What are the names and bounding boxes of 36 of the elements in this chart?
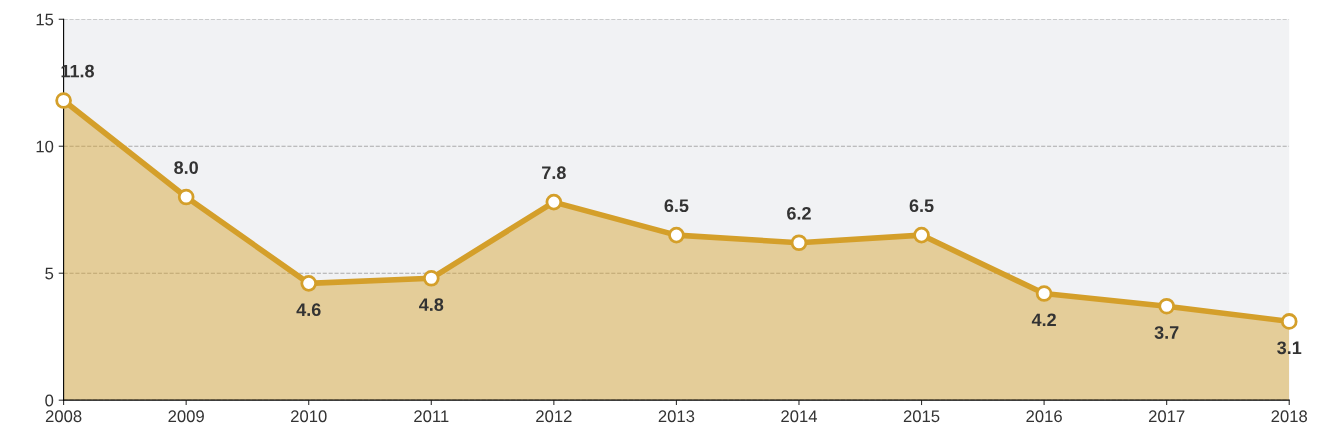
y-tick-label: 15 (36, 13, 54, 26)
y-tick-label: 5 (45, 267, 54, 280)
data-label: 4.8 (419, 298, 444, 311)
point (300, 275, 318, 292)
point (55, 92, 72, 109)
data-label: 8.0 (174, 161, 198, 175)
point (422, 269, 440, 287)
point (790, 234, 808, 252)
data-label: 7.8 (542, 166, 566, 180)
data-label: 6.5 (664, 199, 689, 213)
x-tick-label: 2014 (781, 410, 818, 423)
x-tick-label: 2012 (536, 410, 572, 423)
x-tick-label: 2009 (168, 410, 204, 423)
data-label: 3.7 (1154, 326, 1179, 339)
x-tick-label: 2015 (903, 410, 940, 423)
point (1035, 285, 1053, 302)
x-tick-label: 2011 (414, 410, 449, 423)
data-label: 3.1 (1277, 341, 1302, 355)
x-tick-label: 2017 (1148, 410, 1185, 423)
x-tick-label: 2013 (658, 410, 695, 423)
data-label: 6.2 (787, 206, 811, 220)
x-tick-label: 2008 (45, 410, 82, 423)
point (1280, 313, 1298, 330)
x-tick-label: 2016 (1026, 410, 1062, 423)
point (177, 188, 195, 206)
point (913, 226, 930, 244)
x-tick-label: 2010 (291, 410, 327, 423)
data-label: 6.5 (909, 199, 934, 213)
point (1158, 297, 1175, 315)
y-tick-label: 10 (36, 140, 54, 153)
point (545, 193, 563, 211)
point (668, 226, 685, 244)
data-label: 4.2 (1031, 313, 1056, 327)
data-label: 4.6 (296, 303, 321, 317)
x-tick-label: 2018 (1271, 410, 1308, 423)
y-tick-label: 0 (45, 394, 54, 407)
